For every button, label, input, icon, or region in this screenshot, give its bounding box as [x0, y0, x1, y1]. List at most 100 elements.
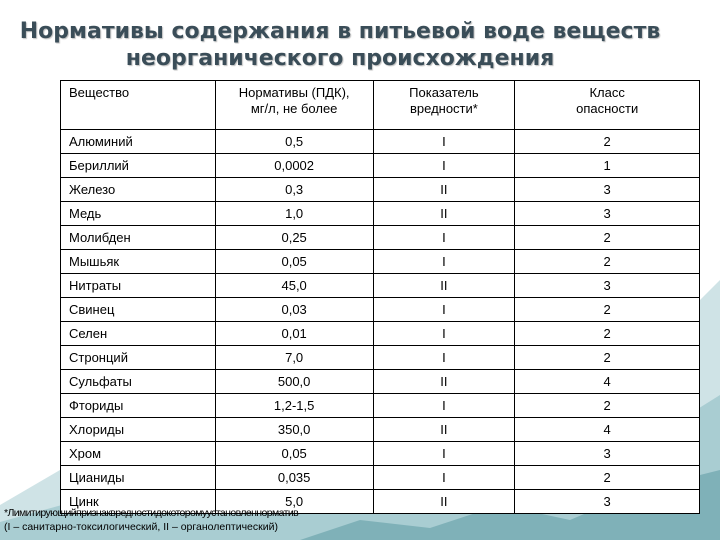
cell-hazard-indicator: II — [372, 489, 516, 514]
header-substance: Вещество — [60, 80, 216, 130]
cell-mac: 1,0 — [214, 201, 374, 226]
table-row: Нитраты 45,0 II 3 — [60, 273, 700, 298]
table-row: Фториды 1,2-1,5 I 2 — [60, 393, 700, 418]
table-body: Алюминий 0,5 I 2 Бериллий 0,0002 I 1 Железо 0,3 II… — [60, 129, 700, 514]
cell-substance: Стронций — [60, 345, 216, 370]
cell-mac: 0,03 — [214, 297, 374, 322]
cell-mac: 0,05 — [214, 441, 374, 466]
footnote-line-1: *Лимитирующийпризнаквредностидокоторомуу… — [4, 507, 299, 519]
table-row: Мышьяк 0,05 I 2 — [60, 249, 700, 274]
cell-mac: 7,0 — [214, 345, 374, 370]
cell-hazard-class: 2 — [514, 129, 700, 154]
cell-substance: Фториды — [60, 393, 216, 418]
table-row: Свинец 0,03 I 2 — [60, 297, 700, 322]
cell-hazard-indicator: I — [372, 345, 516, 370]
cell-hazard-indicator: I — [372, 465, 516, 490]
cell-substance: Цианиды — [60, 465, 216, 490]
header-hazard-indicator: Показатель вредности* — [372, 80, 516, 130]
cell-hazard-indicator: II — [372, 201, 516, 226]
header-mac-line-1: Нормативы (ПДК), — [238, 85, 350, 100]
cell-hazard-class: 3 — [514, 177, 700, 202]
table-row: Сульфаты 500,0 II 4 — [60, 369, 700, 394]
cell-hazard-class: 3 — [514, 201, 700, 226]
cell-hazard-indicator: I — [372, 297, 516, 322]
cell-hazard-class: 3 — [514, 489, 700, 514]
table-row: Бериллий 0,0002 I 1 — [60, 153, 700, 178]
cell-substance: Хром — [60, 441, 216, 466]
title-line-1: Нормативы содержания в питьевой воде вещ… — [19, 19, 661, 44]
cell-hazard-class: 3 — [514, 441, 700, 466]
cell-mac: 5,0 — [214, 489, 374, 514]
cell-hazard-class: 2 — [514, 225, 700, 250]
cell-mac: 0,01 — [214, 321, 374, 346]
cell-substance: Железо — [60, 177, 216, 202]
mountain-shape-front — [300, 470, 720, 540]
table-row: Стронций 7,0 I 2 — [60, 345, 700, 370]
cell-hazard-indicator: I — [372, 441, 516, 466]
cell-mac: 0,5 — [214, 129, 374, 154]
cell-hazard-class: 1 — [514, 153, 700, 178]
header-mac: Нормативы (ПДК), мг/л, не более — [214, 80, 374, 130]
cell-hazard-class: 4 — [514, 417, 700, 442]
footnote: *Лимитирующийпризнаквредностидокоторомуу… — [4, 506, 299, 534]
cell-substance: Бериллий — [60, 153, 216, 178]
cell-substance: Сульфаты — [60, 369, 216, 394]
cell-hazard-class: 3 — [514, 273, 700, 298]
table-row: Цинк 5,0 II 3 — [60, 489, 700, 514]
cell-mac: 0,0002 — [214, 153, 374, 178]
table-row: Хлориды 350,0 II 4 — [60, 417, 700, 442]
cell-substance: Алюминий — [60, 129, 216, 154]
title-line-2: неорганического происхождения — [125, 46, 555, 71]
table-header-row: Вещество Нормативы (ПДК), мг/л, не более… — [60, 80, 700, 130]
header-mac-line-2: мг/л, не более — [250, 101, 338, 116]
cell-hazard-class: 2 — [514, 345, 700, 370]
header-hazard-class-line-2: опасности — [576, 101, 639, 116]
cell-hazard-indicator: II — [372, 273, 516, 298]
header-hazard-class: Класс опасности — [514, 80, 700, 130]
table-row: Молибден 0,25 I 2 — [60, 225, 700, 250]
cell-substance: Молибден — [60, 225, 216, 250]
cell-hazard-indicator: I — [372, 129, 516, 154]
footnote-line-2: (I – санитарно-токсилогический, II – орг… — [4, 521, 278, 533]
standards-table: Вещество Нормативы (ПДК), мг/л, не более… — [60, 80, 700, 514]
cell-mac: 500,0 — [214, 369, 374, 394]
cell-hazard-class: 2 — [514, 249, 700, 274]
cell-mac: 0,05 — [214, 249, 374, 274]
table-row: Железо 0,3 II 3 — [60, 177, 700, 202]
cell-substance: Свинец — [60, 297, 216, 322]
cell-hazard-indicator: II — [372, 417, 516, 442]
cell-hazard-indicator: II — [372, 177, 516, 202]
cell-hazard-indicator: I — [372, 249, 516, 274]
cell-hazard-class: 2 — [514, 321, 700, 346]
cell-hazard-indicator: I — [372, 393, 516, 418]
cell-mac: 0,25 — [214, 225, 374, 250]
cell-mac: 0,3 — [214, 177, 374, 202]
table-row: Алюминий 0,5 I 2 — [60, 129, 700, 154]
cell-hazard-class: 2 — [514, 393, 700, 418]
cell-hazard-indicator: I — [372, 225, 516, 250]
table-row: Хром 0,05 I 3 — [60, 441, 700, 466]
cell-hazard-indicator: I — [372, 153, 516, 178]
cell-mac: 350,0 — [214, 417, 374, 442]
cell-hazard-indicator: II — [372, 369, 516, 394]
cell-mac: 1,2-1,5 — [214, 393, 374, 418]
cell-hazard-class: 4 — [514, 369, 700, 394]
table-row: Селен 0,01 I 2 — [60, 321, 700, 346]
cell-hazard-class: 2 — [514, 297, 700, 322]
cell-substance: Селен — [60, 321, 216, 346]
cell-substance: Хлориды — [60, 417, 216, 442]
cell-hazard-class: 2 — [514, 465, 700, 490]
slide-title: Нормативы содержания в питьевой воде вещ… — [0, 18, 680, 72]
header-hazard-indicator-line-2: вредности* — [409, 101, 478, 116]
table-row: Медь 1,0 II 3 — [60, 201, 700, 226]
header-hazard-indicator-line-1: Показатель — [409, 85, 479, 100]
header-hazard-class-line-1: Класс — [589, 85, 625, 100]
cell-substance: Цинк — [60, 489, 216, 514]
cell-substance: Медь — [60, 201, 216, 226]
cell-hazard-indicator: I — [372, 321, 516, 346]
table-row: Цианиды 0,035 I 2 — [60, 465, 700, 490]
cell-mac: 0,035 — [214, 465, 374, 490]
cell-substance: Мышьяк — [60, 249, 216, 274]
cell-substance: Нитраты — [60, 273, 216, 298]
cell-mac: 45,0 — [214, 273, 374, 298]
